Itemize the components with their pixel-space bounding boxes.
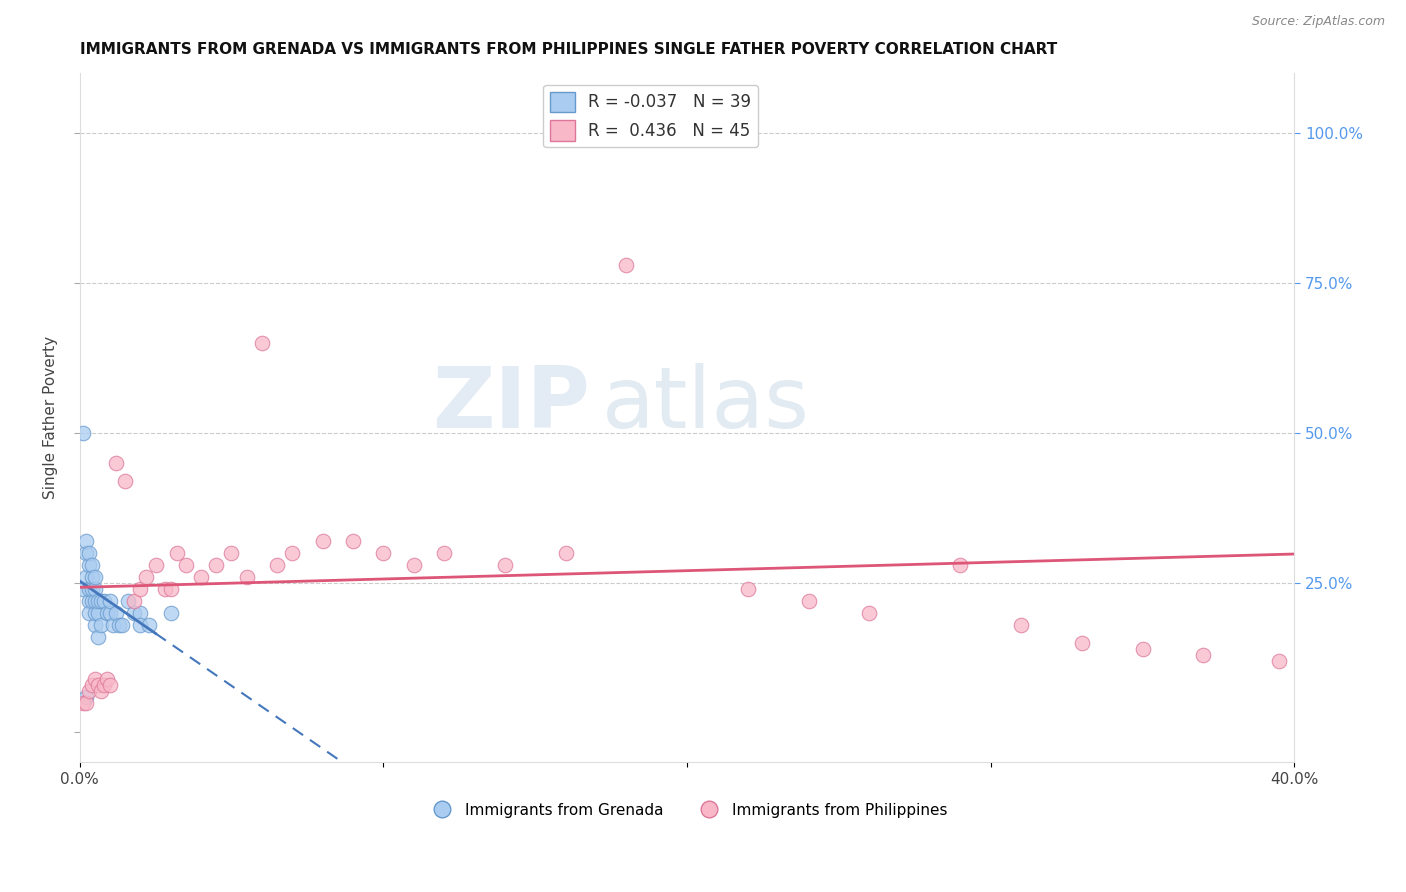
Point [83,593,105,607]
Text: Source: ZipAtlas.com: Source: ZipAtlas.com [1251,15,1385,28]
Point [98,606,121,620]
Point [77,683,100,698]
Point [80,582,103,596]
Point [1268,654,1291,668]
Point [77,606,100,620]
Point [266,558,288,572]
Text: atlas: atlas [602,362,810,445]
Point [108,617,131,632]
Point [80,569,103,583]
Point [80,677,103,691]
Point [83,606,105,620]
Point [90,617,112,632]
Point [145,558,167,572]
Point [80,558,103,572]
Point [114,474,136,488]
Point [153,582,176,596]
Point [90,593,112,607]
Point [93,677,115,691]
Point [235,569,257,583]
Point [1010,617,1032,632]
Point [159,582,181,596]
Point [80,593,103,607]
Point [72,582,94,596]
Point [949,558,972,572]
Point [77,546,100,560]
Point [87,677,110,691]
Point [190,569,212,583]
Point [797,593,820,607]
Point [373,546,395,560]
Point [75,696,97,710]
Point [77,582,100,596]
Point [90,683,112,698]
Point [135,569,157,583]
Point [93,593,115,607]
Point [676,126,699,140]
Point [221,546,243,560]
Point [83,617,105,632]
Point [166,546,188,560]
Point [111,617,134,632]
Point [83,672,105,686]
Point [75,569,97,583]
Point [87,606,110,620]
Point [174,558,197,572]
Point [96,672,118,686]
Point [98,677,121,691]
Point [77,558,100,572]
Point [75,533,97,548]
Point [858,606,880,620]
Text: ZIP: ZIP [432,362,591,445]
Point [83,569,105,583]
Point [105,456,128,470]
Point [101,617,124,632]
Point [96,606,118,620]
Point [124,593,146,607]
Point [1192,648,1215,662]
Point [129,617,152,632]
Point [159,606,181,620]
Point [1132,641,1154,656]
Point [77,593,100,607]
Point [129,582,152,596]
Point [129,606,152,620]
Point [433,546,456,560]
Point [281,546,304,560]
Point [138,617,160,632]
Point [124,606,146,620]
Point [311,533,333,548]
Point [75,690,97,704]
Point [117,593,139,607]
Point [87,630,110,644]
Legend: Immigrants from Grenada, Immigrants from Philippines: Immigrants from Grenada, Immigrants from… [420,797,953,823]
Point [614,258,637,272]
Y-axis label: Single Father Poverty: Single Father Poverty [44,336,58,500]
Text: IMMIGRANTS FROM GRENADA VS IMMIGRANTS FROM PHILIPPINES SINGLE FATHER POVERTY COR: IMMIGRANTS FROM GRENADA VS IMMIGRANTS FR… [80,42,1057,57]
Point [250,335,273,350]
Point [494,558,516,572]
Point [402,558,425,572]
Point [554,546,576,560]
Point [98,593,121,607]
Point [737,582,759,596]
Point [87,593,110,607]
Point [105,606,128,620]
Point [72,696,94,710]
Point [205,558,228,572]
Point [75,546,97,560]
Point [342,533,364,548]
Point [72,425,94,440]
Point [83,582,105,596]
Point [1070,635,1092,649]
